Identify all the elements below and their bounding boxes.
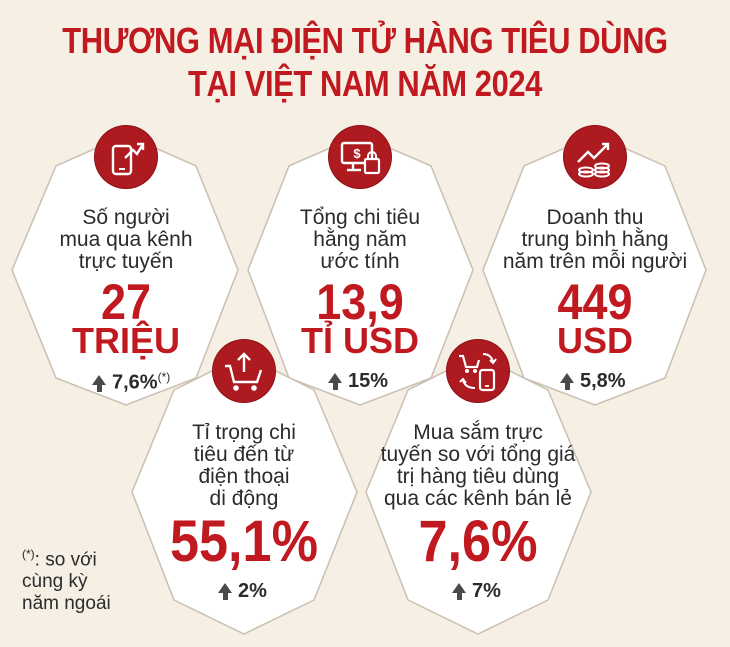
svg-text:$: $ bbox=[353, 146, 361, 161]
card-hexagon-5 bbox=[365, 354, 592, 635]
card-1-value: 27 bbox=[100, 274, 152, 330]
mobile-growth-icon bbox=[95, 126, 157, 188]
card-1-description: Số người mua qua kênh trực tuyến bbox=[59, 206, 193, 273]
up-arrow-icon bbox=[92, 374, 106, 392]
card-hexagon-3 bbox=[482, 134, 707, 406]
card-hexagon-4 bbox=[131, 354, 358, 635]
card-hexagon-2 bbox=[247, 134, 474, 406]
card-2-growth: 15% bbox=[328, 370, 388, 393]
card-2-unit: TỈ USD bbox=[300, 320, 419, 361]
card-3-growth: 5,8% bbox=[560, 370, 626, 393]
card-5-value: 7,6% bbox=[418, 509, 538, 574]
footnote: (*): so với cùng kỳ năm ngoái bbox=[22, 547, 111, 615]
cart-upload-icon bbox=[213, 340, 275, 402]
card-3-unit: USD bbox=[556, 320, 633, 361]
cart-phone-exchange-icon bbox=[447, 340, 509, 402]
card-5-description: Mua sắm trực tuyến so với tổng giá trị hàn… bbox=[380, 421, 576, 510]
revenue-chart-icon bbox=[564, 126, 626, 188]
card-3-description: Doanh thu trung bình hằng năm trên mỗi ngư… bbox=[502, 206, 688, 273]
card-4-value: 55,1% bbox=[169, 509, 319, 574]
card-1-unit: TRIỆU bbox=[72, 320, 180, 361]
card-3-value: 449 bbox=[557, 274, 633, 330]
up-arrow-icon bbox=[560, 373, 574, 390]
computer-shopping-icon: $ bbox=[329, 126, 391, 188]
card-1-growth: 7,6%(*) bbox=[92, 370, 170, 395]
card-2-value: 13,9 bbox=[316, 274, 404, 330]
title-line-1: THƯƠNG MẠI ĐIỆN TỬ HÀNG TIÊU DÙNG bbox=[62, 20, 668, 61]
up-arrow-icon bbox=[328, 373, 342, 390]
up-arrow-icon bbox=[218, 583, 232, 600]
card-4-description: Tỉ trọng chi tiêu đến từ điện thoại di động bbox=[192, 421, 296, 510]
up-arrow-icon bbox=[452, 583, 466, 600]
card-5-growth: 7% bbox=[452, 580, 501, 603]
card-hexagon-1 bbox=[11, 134, 239, 406]
card-2-description: Tổng chi tiêu hằng năm ước tính bbox=[299, 206, 421, 273]
title-line-2: TẠI VIỆT NAM NĂM 2024 bbox=[188, 63, 542, 104]
card-4-growth: 2% bbox=[218, 580, 267, 603]
